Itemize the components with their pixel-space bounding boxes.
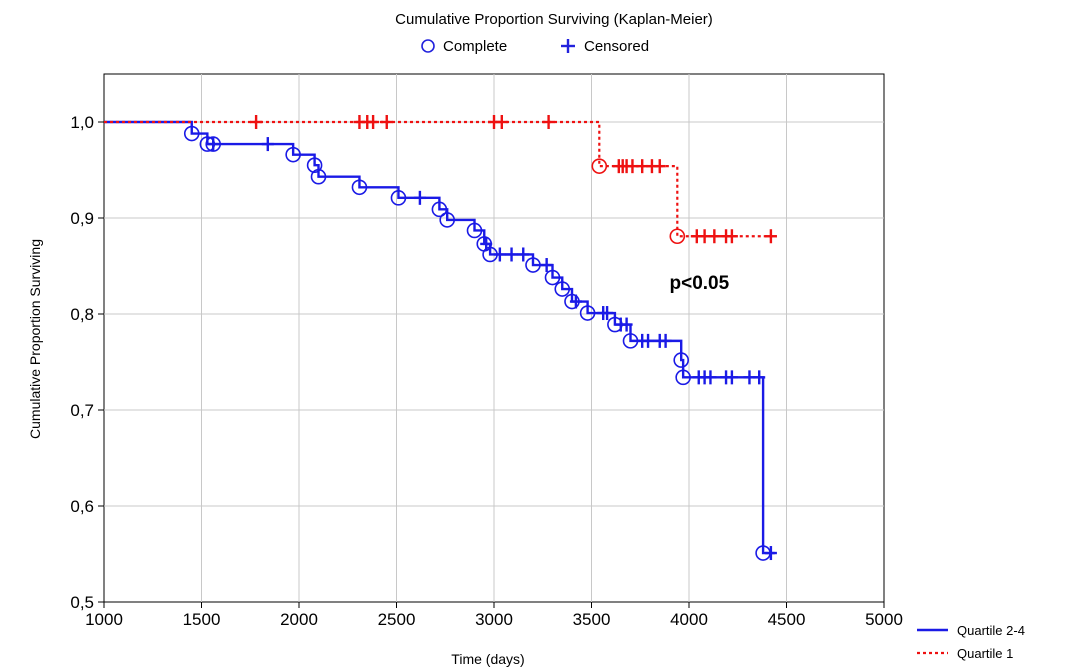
censored-marker [542,115,555,129]
censored-marker [495,115,508,129]
censored-legend-marker [561,39,575,53]
censored-marker [413,190,426,205]
x-tick-label: 3500 [573,610,611,629]
censored-marker [753,370,766,385]
y-tick-label: 0,7 [70,401,94,420]
x-tick-label: 2500 [378,610,416,629]
complete-marker [669,228,686,245]
censored-marker [725,229,738,244]
chart-title: Cumulative Proportion Surviving (Kaplan-… [395,11,713,28]
censored-marker [569,294,582,309]
series-legend: Quartile 2-4 Quartile 1 [917,623,1025,661]
censored-marker [653,159,666,174]
complete-marker [390,190,407,206]
censored-marker [517,247,530,262]
axes: 1000 1500 2000 2500 3000 3500 4000 4500 5000 0,5 0… [70,113,903,629]
censored-marker [620,317,633,332]
censored-marker [480,236,493,251]
x-tick-label: 4500 [768,610,806,629]
grid [104,74,884,602]
censored-marker [659,333,672,348]
censored-marker [725,370,738,385]
y-axis-label: Cumulative Proportion Surviving [27,239,43,439]
marker-legend: Complete Censored [421,38,649,55]
x-tick-label: 4000 [670,610,708,629]
complete-marker [579,305,596,321]
complete-marker [351,179,368,196]
complete-marker [466,222,483,239]
censored-marker [704,370,717,385]
complete-marker [310,168,327,185]
complete-marker [525,257,541,273]
censored-marker [708,229,721,244]
censored-marker [505,247,518,262]
series-legend-label-quartile-1: Quartile 1 [957,646,1013,661]
censored-marker [764,229,777,244]
censored-marker [250,115,263,129]
series-legend-label-quartile-2-4: Quartile 2-4 [957,623,1025,638]
complete-marker [673,352,690,368]
x-tick-label: 1000 [85,610,123,629]
x-axis-label: Time (days) [451,651,524,667]
y-tick-label: 1,0 [70,113,94,132]
complete-legend-marker [421,39,435,53]
complete-marker [285,146,301,163]
x-tick-label: 1500 [183,610,221,629]
censored-marker [601,306,614,321]
censored-marker [367,115,380,129]
censored-marker [540,258,553,273]
y-tick-label: 0,5 [70,593,94,612]
censored-legend-label: Censored [584,38,649,55]
complete-marker [183,125,200,142]
complete-marker [439,212,456,228]
complete-marker [591,158,608,174]
x-tick-label: 5000 [865,610,903,629]
y-tick-label: 0,6 [70,497,94,516]
y-tick-label: 0,8 [70,305,94,324]
x-tick-label: 3000 [475,610,513,629]
series-layer [104,115,777,561]
censored-marker [642,333,655,348]
complete-marker [306,157,323,173]
complete-marker [544,269,561,286]
complete-marker [675,369,691,386]
p-value-annotation: p<0.05 [670,273,730,294]
censored-marker [207,137,220,152]
censored-marker [380,115,393,129]
complete-marker [554,281,571,297]
complete-marker [431,201,448,218]
censored-marker [261,137,274,152]
complete-legend-label: Complete [443,38,507,55]
y-tick-label: 0,9 [70,209,94,228]
x-tick-label: 2000 [280,610,318,629]
censored-marker [764,546,777,561]
censored-marker [493,247,506,262]
